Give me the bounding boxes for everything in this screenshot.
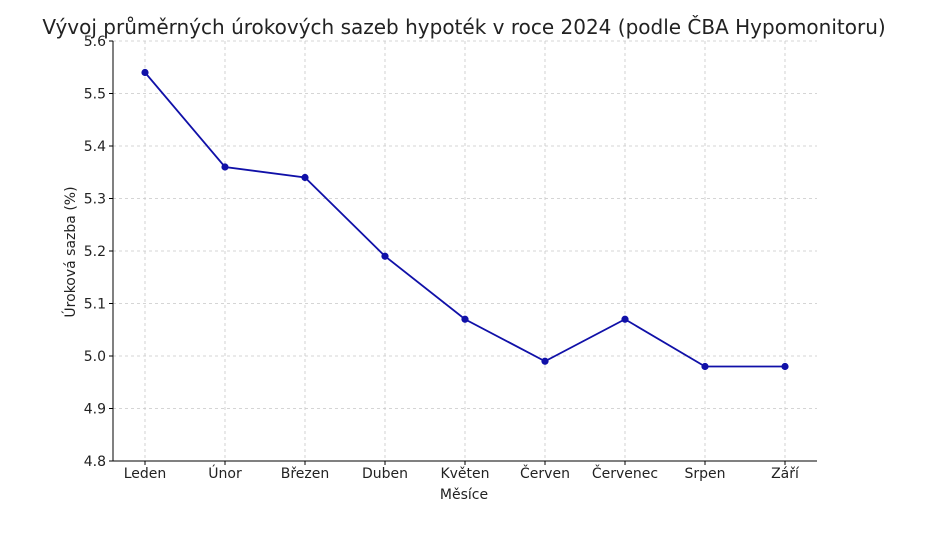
data-point [381,252,389,260]
y-tick-label: 5.4 [84,139,106,155]
y-tick-label: 5.5 [84,87,106,103]
data-point [781,362,789,371]
chart-title: Vývoj průměrných úrokových sazeb hypoték… [42,15,885,39]
data-point [701,362,709,371]
grid [113,40,817,462]
axes [109,40,817,465]
series [141,68,789,371]
data-point [221,163,229,171]
y-tick-labels: 4.8 4.9 5.0 5.1 5.2 5.3 5.4 5.5 5.6 [84,34,106,470]
x-tick-label: Květen [440,466,489,482]
x-axis-label: Měsíce [440,487,488,503]
x-tick-label: Srpen [684,466,725,482]
data-point [541,357,549,365]
x-tick-label: Září [771,466,800,482]
x-tick-label: Březen [281,466,330,482]
x-tick-label: Červenec [592,464,658,482]
y-tick-label: 5.0 [84,349,106,365]
x-tick-labels: Leden Únor Březen Duben Květen Červen Červenec… [124,464,800,482]
x-tick-label: Únor [208,464,242,482]
y-tick-label: 5.1 [84,297,106,313]
x-tick-label: Leden [124,466,167,482]
data-point [141,68,149,77]
y-tick-label: 4.9 [84,402,106,418]
data-point [621,315,629,323]
data-point [301,173,309,182]
y-tick-label: 4.8 [84,454,106,470]
x-tick-label: Červen [520,464,570,482]
x-tick-label: Duben [362,466,408,482]
y-tick-label: 5.3 [84,192,106,208]
y-tick-label: 5.6 [84,34,106,50]
y-axis-label: Úroková sazba (%) [61,186,79,317]
y-tick-label: 5.2 [84,244,106,260]
data-point [461,315,469,323]
